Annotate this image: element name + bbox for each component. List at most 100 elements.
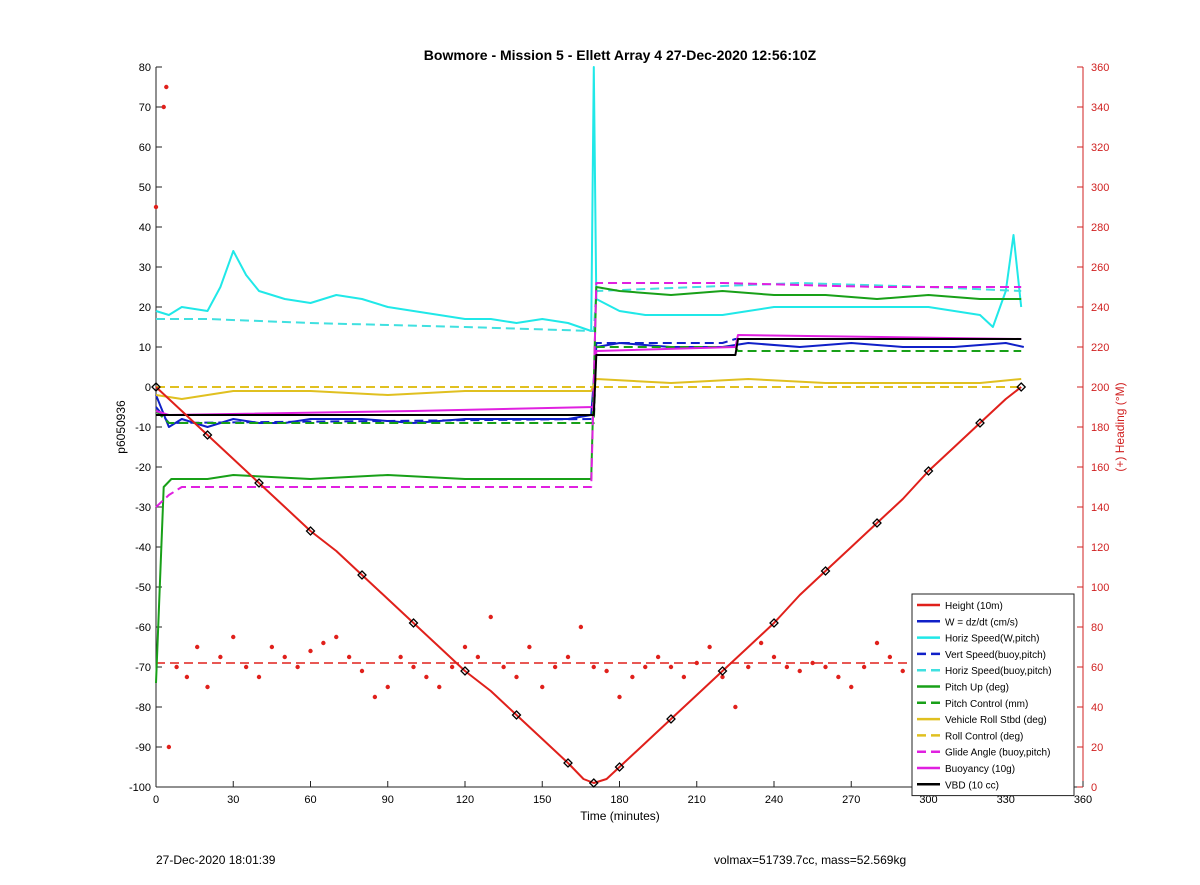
legend-label: Pitch Control (mm) — [945, 699, 1028, 710]
heading-point — [359, 668, 365, 674]
y2-tick-label: 180 — [1091, 422, 1109, 434]
heading-point — [874, 640, 880, 646]
height-marker — [666, 714, 676, 724]
heading-point — [334, 634, 339, 640]
series-line-height-10m — [155, 386, 1022, 784]
y2-tick-label: 320 — [1091, 142, 1109, 154]
y2-axis-label: (+) Heading (°M) — [1113, 382, 1127, 471]
legend-label: Glide Angle (buoy,pitch) — [945, 748, 1050, 759]
heading-point — [308, 648, 313, 654]
y-tick-label: 40 — [139, 222, 151, 234]
x-tick-label: 90 — [382, 794, 394, 806]
heading-point — [218, 654, 223, 660]
legend-label: Roll Control (deg) — [945, 731, 1023, 742]
height-marker — [202, 430, 213, 440]
height-marker — [769, 618, 779, 628]
heading-point — [540, 684, 545, 690]
series-line-horiz-speed-w-pitch — [155, 66, 1023, 332]
heading-point — [617, 694, 622, 700]
legend-box — [911, 593, 1075, 797]
heading-point — [591, 664, 596, 670]
height-marker — [975, 418, 985, 428]
y-tick-label: -10 — [135, 422, 151, 434]
heading-point — [437, 684, 442, 690]
y2-tick-label: 360 — [1091, 62, 1109, 74]
footer-params: volmax=51739.7cc, mass=52.569kg — [714, 853, 907, 867]
heading-point — [411, 664, 416, 670]
heading-point — [784, 664, 790, 670]
y-tick-label: 70 — [139, 102, 151, 114]
y2-tick-label: 220 — [1091, 342, 1109, 354]
series-line-horiz-speed-buoy-pitch — [156, 282, 1022, 332]
heading-point — [462, 644, 468, 650]
legend-label: Height (10m) — [945, 601, 1003, 612]
height-marker — [408, 618, 419, 628]
heading-point — [810, 660, 815, 666]
heading-point — [282, 654, 287, 660]
y2-tick-label: 280 — [1091, 222, 1109, 234]
heading-point — [243, 664, 249, 670]
heading-point — [707, 644, 712, 650]
x-axis-label: Time (minutes) — [580, 809, 660, 823]
heading-point — [321, 640, 326, 646]
heading-point — [823, 664, 828, 670]
heading-point — [655, 654, 661, 660]
y-tick-label: -50 — [135, 582, 151, 594]
height-marker — [872, 518, 882, 528]
y2-tick-label: 120 — [1091, 542, 1109, 554]
heading-point — [604, 668, 609, 674]
heading-point — [861, 664, 867, 670]
legend-label: Buoyancy (10g) — [945, 764, 1015, 775]
x-tick-label: 300 — [919, 794, 937, 806]
height-marker — [588, 778, 599, 788]
series-line-vbd-10-cc — [156, 338, 1022, 416]
heading-point — [385, 684, 390, 690]
heading-point — [184, 674, 190, 680]
y2-tick-label: 260 — [1091, 262, 1109, 274]
heading-point — [527, 644, 532, 650]
heading-point — [195, 644, 200, 650]
x-tick-label: 30 — [227, 794, 239, 806]
heading-point — [643, 664, 648, 670]
y2-tick-label: 300 — [1091, 182, 1109, 194]
height-marker — [357, 570, 367, 580]
heading-point — [372, 694, 378, 700]
y2-tick-label: 80 — [1091, 622, 1103, 634]
heading-point — [256, 674, 262, 680]
chart-title: Bowmore - Mission 5 - Ellett Array 4 27-… — [424, 47, 817, 63]
y2-tick-label: 160 — [1091, 462, 1109, 474]
heading-point — [900, 668, 905, 674]
x-tick-label: 150 — [533, 794, 551, 806]
heading-point — [475, 654, 481, 660]
x-tick-label: 360 — [1074, 794, 1092, 806]
y2-tick-label: 340 — [1091, 102, 1109, 114]
y-tick-label: -60 — [135, 622, 151, 634]
y-axis-label: p6050936 — [114, 400, 128, 454]
heading-point — [720, 674, 725, 680]
heading-point — [771, 654, 777, 660]
heading-point — [449, 664, 455, 670]
heading-point — [836, 674, 841, 680]
heading-point — [161, 104, 166, 110]
x-tick-label: 60 — [304, 794, 316, 806]
y2-tick-label: 100 — [1091, 582, 1109, 594]
heading-point — [424, 674, 429, 680]
series-line-pitch-control-mm — [155, 346, 1022, 424]
y2-tick-label: 40 — [1091, 702, 1103, 714]
height-marker — [1016, 382, 1027, 392]
x-tick-label: 270 — [842, 794, 860, 806]
y-tick-label: 0 — [145, 382, 151, 394]
legend-label: W = dz/dt (cm/s) — [945, 617, 1018, 628]
height-marker — [460, 666, 470, 676]
y2-tick-label: 0 — [1091, 782, 1097, 794]
y-tick-label: -80 — [135, 702, 151, 714]
y-tick-label: -70 — [135, 662, 151, 674]
height-marker — [820, 566, 831, 576]
heading-point — [231, 634, 236, 640]
height-marker — [305, 526, 316, 536]
y2-tick-label: 20 — [1091, 742, 1103, 754]
x-tick-label: 210 — [688, 794, 706, 806]
heading-point — [488, 614, 493, 620]
heading-point — [681, 674, 687, 680]
y-tick-label: -40 — [135, 542, 151, 554]
